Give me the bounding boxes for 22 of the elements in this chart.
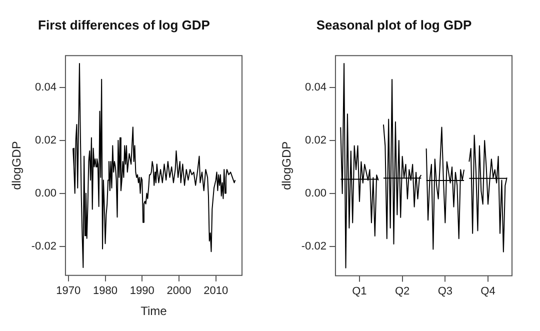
x-tick-label: 2000 xyxy=(166,285,192,298)
chart-title: Seasonal plot of log GDP xyxy=(316,17,472,32)
chart-title: First differences of log GDP xyxy=(38,17,210,32)
x-tick-label: Q4 xyxy=(480,285,496,298)
y-tick-label: 0.00 xyxy=(305,188,326,200)
y-tick-label: -0.02 xyxy=(31,240,56,252)
x-tick-label: 2010 xyxy=(204,285,228,298)
y-tick-label: 0.02 xyxy=(305,134,326,147)
y-tick-label: 0.02 xyxy=(35,134,56,146)
y-tick-label: -0.02 xyxy=(301,240,326,253)
x-tick-label: Q3 xyxy=(438,285,453,298)
y-axis-title: dlogGDP xyxy=(10,141,24,190)
y-tick-label: 0.04 xyxy=(35,81,56,94)
x-tick-label: 1970 xyxy=(56,285,81,298)
x-tick-label: Q1 xyxy=(352,285,367,298)
x-tick-label: 1990 xyxy=(130,285,154,298)
x-axis-title: Time xyxy=(140,304,168,318)
x-tick-label: 1980 xyxy=(93,285,118,298)
y-tick-label: 0.04 xyxy=(305,81,326,94)
x-tick-label: Q2 xyxy=(394,285,410,298)
y-axis-title: dlogGDP xyxy=(280,141,294,190)
y-tick-label: 0.00 xyxy=(35,187,56,200)
